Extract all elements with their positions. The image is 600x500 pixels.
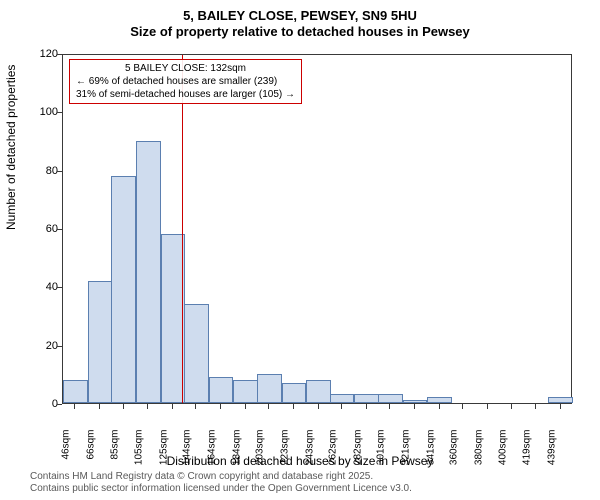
y-tick-mark — [57, 287, 62, 288]
x-tick-label: 360sqm — [449, 430, 460, 470]
reference-line — [182, 55, 183, 403]
annotation-text: 31% of semi-detached houses are larger (… — [76, 88, 295, 101]
histogram-bar — [330, 394, 355, 403]
histogram-bar — [184, 304, 209, 403]
histogram-bar — [257, 374, 282, 403]
y-axis-label: Number of detached properties — [4, 65, 18, 230]
footer-copyright-1: Contains HM Land Registry data © Crown c… — [30, 471, 373, 482]
x-tick-mark — [147, 404, 148, 409]
x-tick-mark — [99, 404, 100, 409]
x-tick-mark — [195, 404, 196, 409]
x-tick-mark — [462, 404, 463, 409]
histogram-bar — [136, 141, 161, 404]
title-sub: Size of property relative to detached ho… — [0, 23, 600, 39]
x-tick-mark — [220, 404, 221, 409]
x-tick-label: 439sqm — [546, 430, 557, 470]
y-tick-mark — [57, 171, 62, 172]
x-tick-mark — [123, 404, 124, 409]
x-tick-label: 223sqm — [279, 430, 290, 470]
histogram-bar — [548, 397, 573, 403]
x-tick-mark — [487, 404, 488, 409]
plot-area: 5 BAILEY CLOSE: 132sqm← 69% of detached … — [62, 54, 572, 404]
footer-copyright-2: Contains public sector information licen… — [30, 483, 412, 494]
y-tick-label: 100 — [40, 106, 58, 118]
x-tick-label: 85sqm — [109, 430, 120, 470]
x-tick-label: 321sqm — [400, 430, 411, 470]
annotation-text: 5 BAILEY CLOSE: 132sqm — [76, 62, 295, 75]
x-tick-label: 144sqm — [182, 430, 193, 470]
x-tick-mark — [318, 404, 319, 409]
annotation-box: 5 BAILEY CLOSE: 132sqm← 69% of detached … — [69, 59, 302, 104]
x-tick-label: 400sqm — [498, 430, 509, 470]
y-tick-mark — [57, 229, 62, 230]
histogram-bar — [403, 400, 428, 403]
x-tick-mark — [341, 404, 342, 409]
x-tick-mark — [268, 404, 269, 409]
histogram-bar — [282, 383, 307, 403]
x-tick-mark — [293, 404, 294, 409]
histogram-bar — [233, 380, 258, 403]
x-tick-label: 184sqm — [231, 430, 242, 470]
annotation-text: ← 69% of detached houses are smaller (23… — [76, 75, 295, 88]
x-tick-mark — [245, 404, 246, 409]
histogram-bar — [88, 281, 113, 404]
x-tick-mark — [389, 404, 390, 409]
x-tick-label: 164sqm — [207, 430, 218, 470]
x-tick-mark — [414, 404, 415, 409]
x-tick-label: 203sqm — [255, 430, 266, 470]
x-tick-label: 105sqm — [134, 430, 145, 470]
x-tick-label: 46sqm — [61, 430, 72, 470]
x-tick-mark — [511, 404, 512, 409]
histogram-bar — [111, 176, 136, 404]
x-tick-label: 262sqm — [328, 430, 339, 470]
x-tick-label: 419sqm — [521, 430, 532, 470]
chart-container: 5, BAILEY CLOSE, PEWSEY, SN9 5HU Size of… — [0, 0, 600, 500]
histogram-bar — [306, 380, 331, 403]
histogram-bar — [427, 397, 452, 403]
x-tick-mark — [560, 404, 561, 409]
histogram-bar — [63, 380, 88, 403]
x-tick-label: 243sqm — [304, 430, 315, 470]
y-tick-mark — [57, 54, 62, 55]
x-tick-mark — [439, 404, 440, 409]
x-tick-label: 380sqm — [473, 430, 484, 470]
x-tick-label: 125sqm — [158, 430, 169, 470]
x-tick-mark — [366, 404, 367, 409]
histogram-bar — [378, 394, 403, 403]
x-tick-label: 301sqm — [376, 430, 387, 470]
histogram-bar — [354, 394, 379, 403]
x-tick-mark — [74, 404, 75, 409]
y-tick-mark — [57, 346, 62, 347]
y-tick-mark — [57, 404, 62, 405]
x-tick-mark — [172, 404, 173, 409]
x-tick-label: 341sqm — [425, 430, 436, 470]
y-tick-mark — [57, 112, 62, 113]
title-main: 5, BAILEY CLOSE, PEWSEY, SN9 5HU — [0, 0, 600, 23]
x-tick-label: 66sqm — [86, 430, 97, 470]
x-tick-mark — [535, 404, 536, 409]
y-tick-label: 120 — [40, 48, 58, 60]
x-tick-label: 282sqm — [352, 430, 363, 470]
histogram-bar — [209, 377, 234, 403]
